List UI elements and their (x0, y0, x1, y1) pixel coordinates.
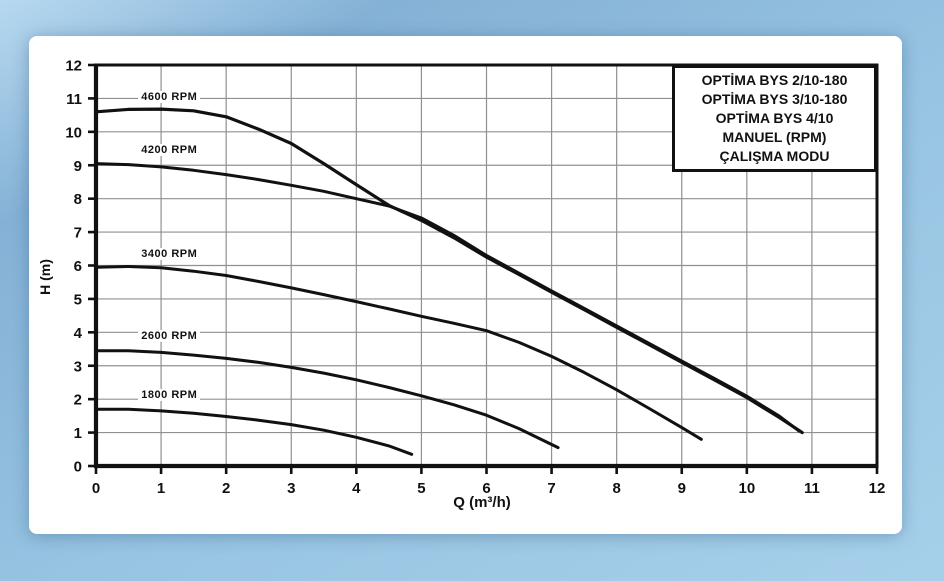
y-tick-label: 1 (74, 425, 82, 442)
x-tick-label: 10 (738, 480, 755, 497)
y-tick-label: 9 (74, 158, 82, 175)
x-tick-label: 12 (869, 480, 886, 497)
legend-box: OPTİMA BYS 2/10-180 OPTİMA BYS 3/10-180 … (672, 65, 877, 172)
curve-label-3400-rpm: 3400 RPM (138, 247, 201, 260)
y-tick-label: 3 (74, 358, 82, 375)
legend-line-mode-2: ÇALIŞMA MODU (719, 148, 830, 164)
curve-3400-rpm (94, 265, 703, 441)
x-tick-label: 1 (157, 480, 165, 497)
y-tick-label: 12 (65, 58, 82, 75)
x-tick-label: 2 (222, 480, 230, 497)
curve-2600-rpm (94, 349, 560, 450)
y-tick-label: 7 (74, 225, 82, 242)
curve-4200-rpm (94, 162, 801, 433)
x-tick-label: 8 (612, 480, 620, 497)
x-tick-label: 6 (482, 480, 490, 497)
y-tick-label: 8 (74, 191, 82, 208)
y-tick-label: 6 (74, 258, 82, 275)
y-tick-label: 4 (74, 325, 83, 342)
curve-label-4600-rpm: 4600 RPM (138, 90, 201, 103)
y-tick-label: 10 (65, 124, 82, 141)
x-tick-label: 4 (352, 480, 361, 497)
x-tick-label: 3 (287, 480, 295, 497)
legend-line-mode-1: MANUEL (RPM) (722, 129, 827, 145)
x-tick-label: 7 (547, 480, 555, 497)
y-tick-label: 11 (66, 91, 82, 108)
y-tick-label: 2 (74, 392, 82, 409)
y-axis-label: H (m) (36, 259, 53, 295)
x-tick-label: 0 (92, 480, 100, 497)
x-tick-label: 5 (417, 480, 425, 497)
y-tick-label: 5 (74, 291, 82, 308)
y-tick-label: 0 (74, 459, 82, 476)
legend-line-model-2: OPTİMA BYS 3/10-180 (701, 91, 848, 107)
curve-label-2600-rpm: 2600 RPM (138, 329, 201, 342)
curve-1800-rpm (94, 407, 414, 456)
chart-card: 0 1 2 3 4 5 6 7 8 9 10 11 12 0 1 2 3 4 5 6 7 8 9 10 11 12 H (m) Q… (29, 36, 902, 534)
curve-label-4200-rpm: 4200 RPM (138, 144, 201, 157)
legend-line-model-3: OPTİMA BYS 4/10 (715, 110, 834, 126)
x-tick-label: 11 (804, 480, 820, 497)
x-axis-label: Q (m³/h) (453, 494, 511, 511)
x-tick-label: 9 (678, 480, 686, 497)
curve-label-1800-rpm: 1800 RPM (138, 389, 201, 402)
legend-line-model-1: OPTİMA BYS 2/10-180 (701, 72, 848, 88)
